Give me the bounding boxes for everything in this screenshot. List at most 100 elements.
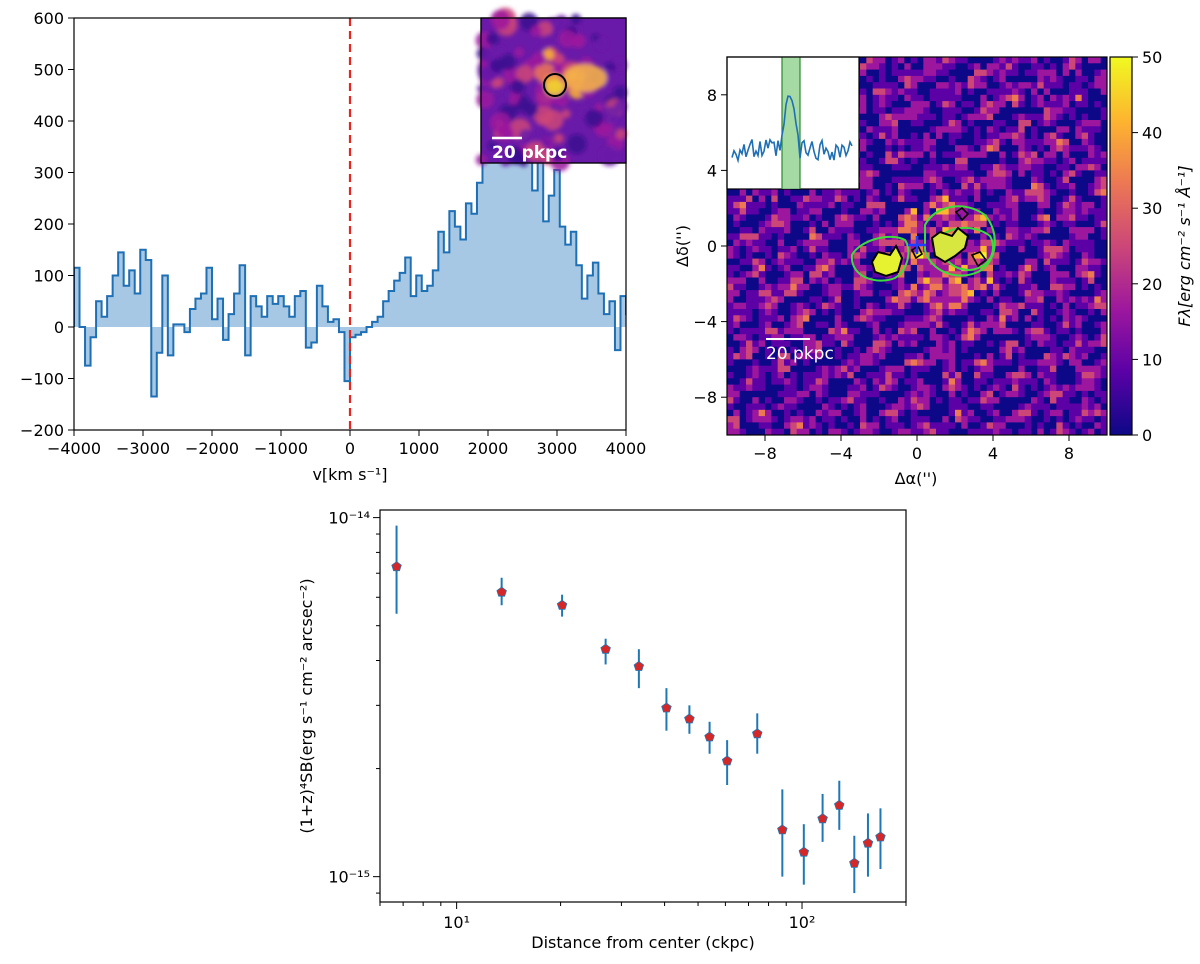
map-cell bbox=[999, 75, 1007, 83]
map-cell bbox=[986, 264, 994, 272]
map-cell bbox=[809, 315, 817, 323]
inset-blob bbox=[490, 9, 511, 30]
map-cell bbox=[1100, 428, 1107, 435]
map-cell bbox=[1069, 151, 1076, 159]
map-cell bbox=[904, 94, 912, 102]
map-cell bbox=[1088, 176, 1095, 184]
map-cell bbox=[967, 195, 975, 203]
map-cell bbox=[980, 296, 988, 304]
map-cell bbox=[986, 176, 994, 184]
map-cell bbox=[936, 75, 943, 83]
map-cell bbox=[834, 378, 842, 386]
map-cell bbox=[866, 157, 874, 165]
map-cell bbox=[879, 409, 886, 417]
map-cell bbox=[765, 428, 772, 435]
map-cell bbox=[847, 201, 855, 209]
map-cell bbox=[923, 208, 931, 216]
map-cell bbox=[980, 359, 988, 367]
map-cell bbox=[1088, 94, 1095, 102]
map-cell bbox=[885, 359, 893, 367]
map-cell bbox=[993, 359, 1000, 367]
map-cell bbox=[746, 283, 753, 291]
map-cell bbox=[1075, 94, 1083, 102]
map-cell bbox=[1075, 145, 1083, 153]
map-cell bbox=[955, 189, 962, 197]
map-cell bbox=[866, 101, 874, 108]
map-cell bbox=[1062, 75, 1070, 83]
map-cell bbox=[860, 296, 867, 304]
map-cell bbox=[1024, 359, 1032, 367]
map-cell bbox=[1100, 195, 1107, 203]
map-cell bbox=[872, 101, 880, 108]
map-cell bbox=[1069, 69, 1076, 77]
y-tick-label: 100 bbox=[33, 267, 64, 286]
map-cell bbox=[948, 145, 956, 153]
map-cell bbox=[942, 176, 950, 184]
map-cell bbox=[980, 170, 988, 178]
map-cell bbox=[923, 195, 931, 203]
map-cell bbox=[803, 428, 810, 435]
map-cell bbox=[860, 201, 867, 209]
map-cell bbox=[961, 302, 969, 310]
map-cell bbox=[1062, 327, 1070, 335]
map-cell bbox=[866, 296, 874, 304]
map-cell bbox=[1043, 277, 1051, 285]
map-cell bbox=[898, 214, 905, 222]
map-cell bbox=[999, 296, 1007, 304]
map-cell bbox=[904, 157, 912, 165]
map-cell bbox=[752, 271, 760, 279]
map-cell bbox=[771, 378, 779, 386]
map-cell bbox=[980, 309, 988, 316]
map-cell bbox=[948, 220, 956, 228]
map-cell bbox=[929, 340, 937, 348]
map-cell bbox=[809, 403, 817, 411]
map-cell bbox=[1018, 277, 1026, 285]
map-cell bbox=[765, 321, 772, 329]
map-cell bbox=[733, 214, 741, 222]
y-tick-label: −100 bbox=[20, 370, 64, 389]
map-cell bbox=[879, 353, 886, 360]
map-cell bbox=[809, 321, 817, 329]
map-cell bbox=[733, 258, 741, 266]
map-cell bbox=[1081, 334, 1089, 342]
map-cell bbox=[1056, 416, 1064, 423]
map-cell bbox=[815, 195, 823, 203]
map-cell bbox=[841, 334, 848, 342]
map-cell bbox=[834, 195, 842, 203]
inset-blob bbox=[594, 102, 604, 112]
map-cell bbox=[923, 164, 931, 171]
map-cell bbox=[1005, 214, 1013, 222]
map-cell bbox=[1005, 428, 1013, 435]
map-cell bbox=[942, 428, 950, 435]
map-cell bbox=[967, 239, 975, 247]
map-cell bbox=[948, 353, 956, 360]
map-cell bbox=[1075, 365, 1083, 373]
map-cell bbox=[866, 315, 874, 323]
map-cell bbox=[733, 422, 741, 430]
map-cell bbox=[822, 246, 829, 253]
map-cell bbox=[733, 277, 741, 285]
map-cell bbox=[758, 384, 766, 392]
map-cell bbox=[1056, 359, 1064, 367]
map-cell bbox=[803, 302, 810, 310]
map-cell bbox=[1024, 346, 1032, 354]
map-cell bbox=[866, 403, 874, 411]
map-cell bbox=[1037, 233, 1045, 241]
map-cell bbox=[834, 271, 842, 279]
map-cell bbox=[948, 75, 956, 83]
map-cell bbox=[815, 372, 823, 379]
map-cell bbox=[1018, 233, 1026, 241]
map-cell bbox=[1075, 428, 1083, 435]
map-cell bbox=[917, 201, 924, 209]
map-cell bbox=[1024, 365, 1032, 373]
map-cell bbox=[917, 176, 924, 184]
map-cell bbox=[790, 252, 798, 260]
map-cell bbox=[967, 390, 975, 398]
map-cell bbox=[1069, 94, 1076, 102]
map-cell bbox=[765, 359, 772, 367]
map-cell bbox=[891, 359, 899, 367]
map-cell bbox=[872, 164, 880, 171]
map-cell bbox=[803, 409, 810, 417]
map-cell bbox=[955, 309, 962, 316]
map-cell bbox=[765, 277, 772, 285]
